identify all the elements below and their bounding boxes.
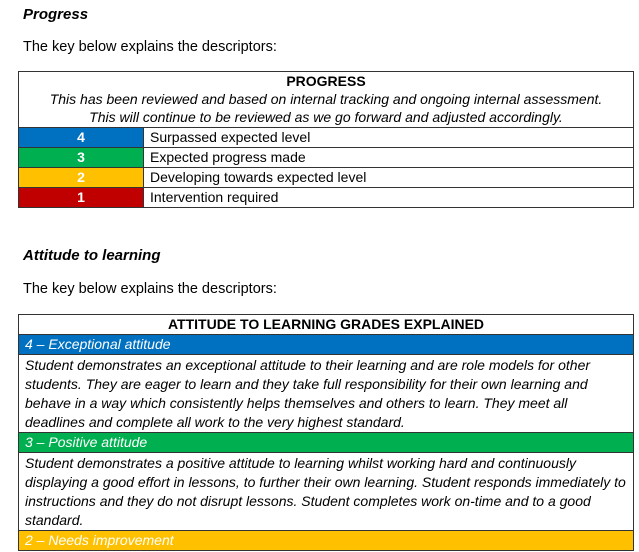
progress-heading: Progress (23, 6, 89, 23)
grade-cell: 3 (18, 147, 144, 168)
grade-band-3: 3 – Positive attitude (18, 432, 634, 453)
grade-cell: 1 (18, 187, 144, 208)
progress-row: 2 Developing towards expected level (18, 167, 634, 188)
progress-table-title: PROGRESS (18, 71, 634, 90)
progress-row: 4 Surpassed expected level (18, 127, 634, 148)
grade-label: Intervention required (143, 187, 634, 208)
attitude-heading: Attitude to learning (23, 247, 161, 264)
note-line-1: This has been reviewed and based on inte… (49, 91, 603, 107)
attitude-key-table: ATTITUDE TO LEARNING GRADES EXPLAINED 4 … (18, 314, 634, 551)
grade-label: Surpassed expected level (143, 127, 634, 148)
progress-key-table: PROGRESS This has been reviewed and base… (18, 71, 634, 208)
note-line-2: This will continue to be reviewed as we … (89, 109, 563, 125)
grade-band-2: 2 – Needs improvement (18, 530, 634, 551)
grade-cell: 4 (18, 127, 144, 148)
grade-cell: 2 (18, 167, 144, 188)
attitude-intro: The key below explains the descriptors: (23, 281, 277, 297)
grade-label: Expected progress made (143, 147, 634, 168)
progress-intro: The key below explains the descriptors: (23, 39, 277, 55)
progress-row: 3 Expected progress made (18, 147, 634, 168)
progress-row: 1 Intervention required (18, 187, 634, 208)
grade-description-4: Student demonstrates an exceptional atti… (18, 354, 634, 433)
grade-description-3: Student demonstrates a positive attitude… (18, 452, 634, 531)
grade-band-4: 4 – Exceptional attitude (18, 334, 634, 355)
attitude-table-title: ATTITUDE TO LEARNING GRADES EXPLAINED (18, 314, 634, 335)
grade-label: Developing towards expected level (143, 167, 634, 188)
progress-table-note: This has been reviewed and based on inte… (18, 90, 634, 128)
